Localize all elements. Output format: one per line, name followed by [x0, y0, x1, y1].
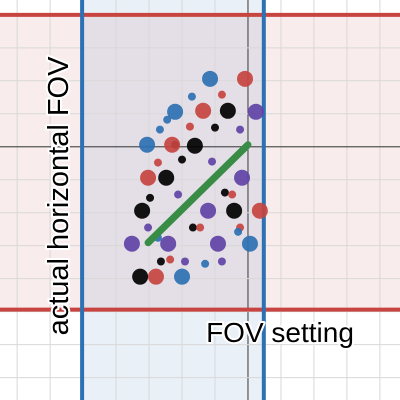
point [146, 193, 155, 202]
point [188, 223, 197, 232]
point [220, 188, 229, 197]
point [234, 227, 243, 236]
point [217, 90, 226, 99]
point [211, 123, 220, 132]
point [167, 103, 184, 120]
point [139, 136, 156, 153]
point [164, 136, 181, 153]
point [251, 202, 268, 219]
shaded-band [82, 0, 264, 400]
point [226, 202, 243, 219]
x-axis-label: FOV setting [206, 317, 354, 348]
point [241, 235, 258, 252]
point [217, 257, 226, 266]
point [200, 202, 217, 219]
point [144, 223, 153, 232]
point [174, 190, 183, 199]
point [187, 92, 196, 101]
point [247, 103, 264, 120]
point [237, 70, 254, 87]
point [166, 255, 175, 264]
point [140, 169, 157, 186]
point [160, 235, 177, 252]
point [228, 190, 237, 199]
point [155, 125, 164, 134]
point [153, 158, 162, 167]
point [174, 268, 191, 285]
point [186, 137, 203, 154]
point [178, 155, 187, 164]
point [234, 169, 251, 186]
point [163, 115, 172, 124]
point [147, 268, 164, 285]
point [158, 169, 175, 186]
point [201, 259, 210, 268]
point [236, 125, 245, 134]
point [185, 122, 194, 131]
y-axis-label: actual horizontal FOV [43, 56, 75, 336]
point [202, 70, 219, 87]
shaded-band [0, 14, 400, 310]
point [196, 223, 205, 232]
point [180, 257, 189, 266]
point [219, 102, 236, 119]
point [195, 102, 212, 119]
point [156, 257, 165, 266]
segment [144, 141, 252, 247]
point [134, 202, 151, 219]
point [132, 268, 149, 285]
point [123, 235, 140, 252]
point [209, 235, 226, 252]
point [208, 157, 217, 166]
